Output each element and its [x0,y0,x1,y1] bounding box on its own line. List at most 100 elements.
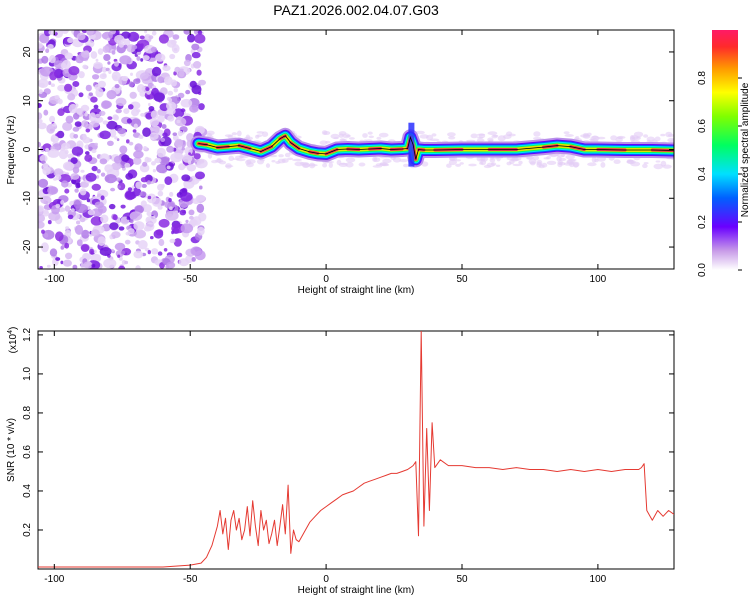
noise-dot [129,219,134,224]
colorbar-tick-label: 0.2 [697,215,708,229]
noise-dot [106,120,118,130]
noise-dot [115,97,127,107]
noise-dot [116,138,120,142]
noise-dot [97,48,104,55]
haze-dot [459,162,464,165]
noise-dot [131,187,142,197]
noise-dot [191,43,200,51]
noise-dot [144,156,150,163]
noise-dot [150,236,154,240]
noise-dot [115,108,122,114]
noise-dot [112,214,118,221]
noise-dot [79,217,86,223]
top-y-tick-label: -20 [22,239,33,254]
noise-dot [147,195,152,200]
noise-dot [99,110,106,116]
noise-dot [48,30,56,36]
noise-dot [40,196,52,205]
noise-dot [73,134,79,139]
noise-dot [75,182,81,189]
haze-dot [506,161,512,166]
noise-dot [169,206,173,211]
noise-dot [168,198,172,203]
noise-dot [118,256,123,261]
noise-dot [126,216,130,220]
top-x-tick-label: -50 [183,274,198,285]
noise-dot [72,126,80,132]
noise-dot [91,165,98,172]
noise-dot [72,166,80,174]
colorbar-tick-label: 0.6 [697,119,708,133]
noise-dot [88,92,94,97]
noise-dot [95,58,99,62]
top-y-tick-label: -10 [22,191,33,206]
noise-dot [165,210,179,221]
noise-dot [148,102,151,107]
noise-dot [133,221,145,231]
haze-dot [533,137,542,140]
noise-dot [38,42,43,49]
bottom-x-tick-label: -50 [183,574,198,585]
noise-dot [100,214,109,224]
noise-dot [64,188,70,194]
noise-dot [194,33,206,44]
noise-dot [171,230,175,235]
bottom-y-tick-label: 0.6 [22,445,33,459]
noise-dot [158,34,169,44]
noise-dot [198,103,205,111]
noise-dot [57,98,63,105]
noise-dot [169,191,174,197]
top-x-axis-label: Height of straight line (km) [298,285,415,296]
noise-dot [45,147,49,152]
noise-dot [170,39,177,45]
noise-dot [168,97,173,103]
noise-dot [108,70,112,74]
noise-dot [38,178,49,188]
noise-dot [178,163,186,171]
noise-dot [117,185,121,189]
noise-dot [151,66,162,77]
colorbar: 0.0 0.2 0.4 0.6 0.8 Normalized spectral ampl… [697,30,750,277]
bottom-x-tick-label: 50 [456,574,468,585]
ridge-trace [198,135,674,160]
noise-dot [71,208,75,212]
noise-dot [64,52,74,60]
noise-dot [140,113,146,117]
noise-dot [124,162,131,169]
noise-dot [117,254,121,258]
noise-dot [189,80,197,88]
haze-dot [546,160,557,165]
noise-dot [53,177,58,181]
noise-dot [118,226,125,231]
bottom-x-tick-label: 100 [590,574,607,585]
haze-dot [590,135,600,141]
noise-dot [91,183,102,191]
noise-dot [57,84,66,92]
noise-dot [103,54,111,61]
noise-dot [140,200,147,207]
noise-dot [104,174,117,184]
noise-dot [86,30,94,36]
haze-dot [486,162,495,167]
noise-dot [65,226,70,230]
noise-dot [79,188,87,196]
noise-dot [47,186,59,195]
noise-dot [75,203,88,214]
noise-dot [107,116,113,120]
noise-dot [150,110,159,119]
noise-dot [127,31,140,42]
haze-dot [643,134,649,138]
noise-dot [93,61,103,69]
colorbar-tick-label: 0.0 [697,263,708,277]
noise-dot [157,76,164,84]
noise-dot [72,81,80,87]
noise-dot [125,173,134,180]
noise-dot [167,90,174,96]
haze-dot [277,158,286,164]
noise-dot [90,96,98,103]
noise-dot [188,152,192,156]
haze-dot [368,135,374,139]
haze-dot [631,135,639,140]
haze-dot [565,154,575,160]
noise-dot [169,238,176,244]
